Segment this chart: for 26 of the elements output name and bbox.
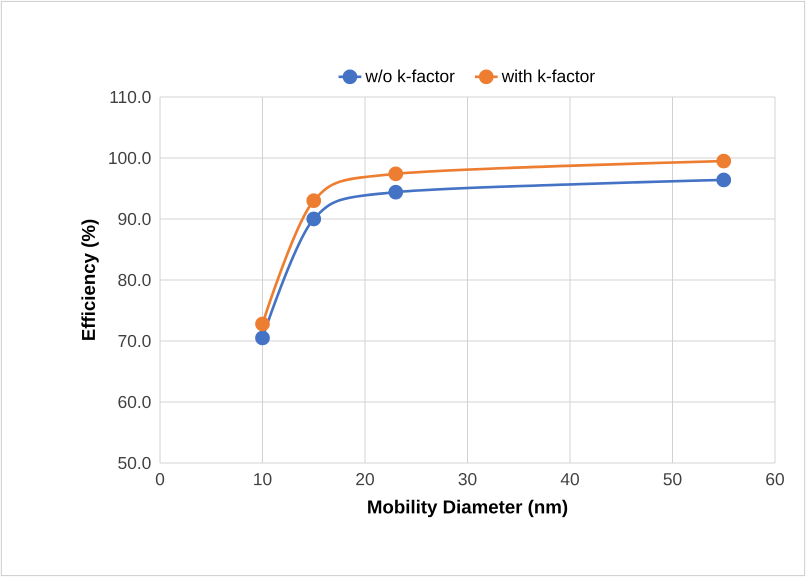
y-tick-label: 90.0 bbox=[118, 212, 151, 226]
y-tick-label: 100.0 bbox=[109, 152, 151, 164]
x-tick-label: 0 bbox=[156, 473, 164, 486]
point bbox=[255, 330, 270, 346]
x-axis-title: Mobility Diameter (nm) bbox=[368, 500, 568, 518]
x-tick-label: 30 bbox=[458, 473, 476, 486]
y-tick-label: 70.0 bbox=[118, 334, 151, 348]
y-axis-title: Efficiency (%) bbox=[81, 220, 99, 340]
point bbox=[306, 212, 322, 226]
y-tick-label: 50.0 bbox=[118, 456, 151, 470]
point bbox=[388, 166, 404, 182]
x-tick-label: 50 bbox=[664, 473, 682, 486]
x-tick-label: 10 bbox=[254, 473, 272, 486]
y-tick-label: 80.0 bbox=[118, 274, 151, 286]
point bbox=[716, 172, 732, 188]
x-tick-label: 60 bbox=[766, 473, 784, 486]
y-tick-label: 110.0 bbox=[110, 90, 151, 104]
y-tick-label: 60.0 bbox=[118, 396, 151, 408]
point bbox=[306, 193, 322, 208]
point bbox=[716, 154, 732, 168]
point bbox=[255, 316, 270, 332]
legend-label: w/o k-factor bbox=[365, 70, 455, 82]
point bbox=[388, 184, 404, 200]
legend-label: with k-factor bbox=[502, 70, 595, 82]
x-tick-label: 20 bbox=[356, 473, 374, 486]
x-tick-label: 40 bbox=[560, 473, 579, 486]
